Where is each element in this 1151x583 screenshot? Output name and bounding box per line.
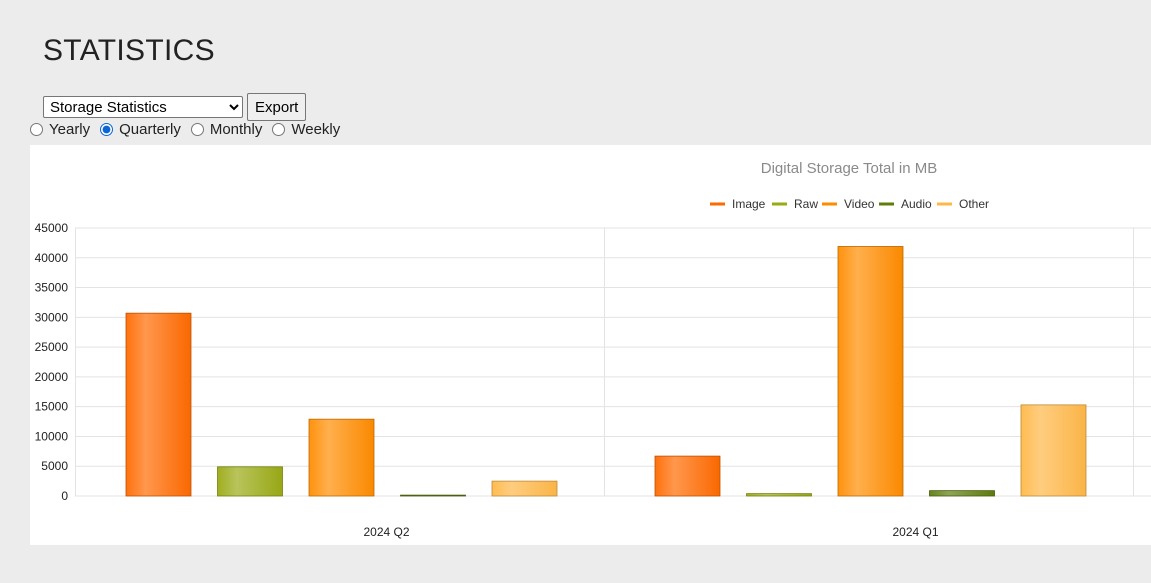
y-tick-label: 40000 bbox=[35, 251, 69, 265]
y-tick-label: 45000 bbox=[35, 221, 69, 235]
bar-video-2024-q1 bbox=[837, 246, 904, 497]
y-tick-label: 25000 bbox=[35, 340, 69, 354]
period-label-yearly: Yearly bbox=[49, 121, 91, 138]
period-option-quarterly[interactable]: Quarterly bbox=[100, 121, 181, 138]
bar-image-2024-q1 bbox=[654, 455, 721, 497]
legend-label-audio: Audio bbox=[901, 197, 932, 211]
bar-video-2024-q2 bbox=[308, 418, 375, 497]
bar-image-2024-q2 bbox=[125, 312, 192, 497]
y-tick-label: 10000 bbox=[35, 429, 69, 443]
storage-bar-chart: Digital Storage Total in MB Image Raw Video… bbox=[35, 160, 1151, 539]
bar-raw-2024-q2 bbox=[217, 466, 283, 497]
x-category-label: 2024 Q1 bbox=[892, 525, 938, 539]
period-radio-yearly[interactable] bbox=[30, 123, 43, 136]
period-option-weekly[interactable]: Weekly bbox=[272, 121, 340, 138]
bar-raw-2024-q1 bbox=[746, 493, 812, 497]
y-tick-label: 20000 bbox=[35, 370, 69, 384]
period-option-yearly[interactable]: Yearly bbox=[30, 121, 90, 138]
toolbar: Storage Statistics Export bbox=[43, 93, 307, 121]
y-tick-label: 30000 bbox=[35, 310, 69, 324]
y-tick-label: 35000 bbox=[35, 281, 69, 295]
period-label-quarterly: Quarterly bbox=[119, 121, 181, 138]
period-radio-group: Yearly Quarterly Monthly Weekly bbox=[30, 121, 350, 138]
export-button[interactable]: Export bbox=[247, 93, 307, 121]
chart-title: Digital Storage Total in MB bbox=[761, 160, 937, 177]
legend-label-video: Video bbox=[844, 197, 875, 211]
legend-label-other: Other bbox=[959, 197, 989, 211]
bar-other-2024-q2 bbox=[491, 480, 558, 497]
period-label-weekly: Weekly bbox=[291, 121, 341, 138]
legend-label-image: Image bbox=[732, 197, 766, 211]
period-label-monthly: Monthly bbox=[209, 121, 263, 138]
bar-audio-2024-q2 bbox=[400, 494, 466, 497]
page-title: STATISTICS bbox=[43, 34, 215, 67]
y-tick-label: 5000 bbox=[41, 459, 68, 473]
period-radio-quarterly[interactable] bbox=[100, 123, 114, 136]
legend-label-raw: Raw bbox=[794, 197, 818, 211]
period-option-monthly[interactable]: Monthly bbox=[190, 121, 263, 138]
period-radio-monthly[interactable] bbox=[190, 123, 204, 136]
statistics-type-select[interactable]: Storage Statistics bbox=[43, 96, 243, 118]
bar-audio-2024-q1 bbox=[929, 490, 995, 497]
bar-other-2024-q1 bbox=[1020, 404, 1087, 497]
period-radio-weekly[interactable] bbox=[272, 123, 286, 136]
y-tick-label: 15000 bbox=[35, 400, 69, 414]
storage-chart-panel: Digital Storage Total in MB Image Raw Video… bbox=[30, 145, 1151, 545]
x-category-label: 2024 Q2 bbox=[363, 525, 409, 539]
y-tick-label: 0 bbox=[61, 489, 68, 503]
